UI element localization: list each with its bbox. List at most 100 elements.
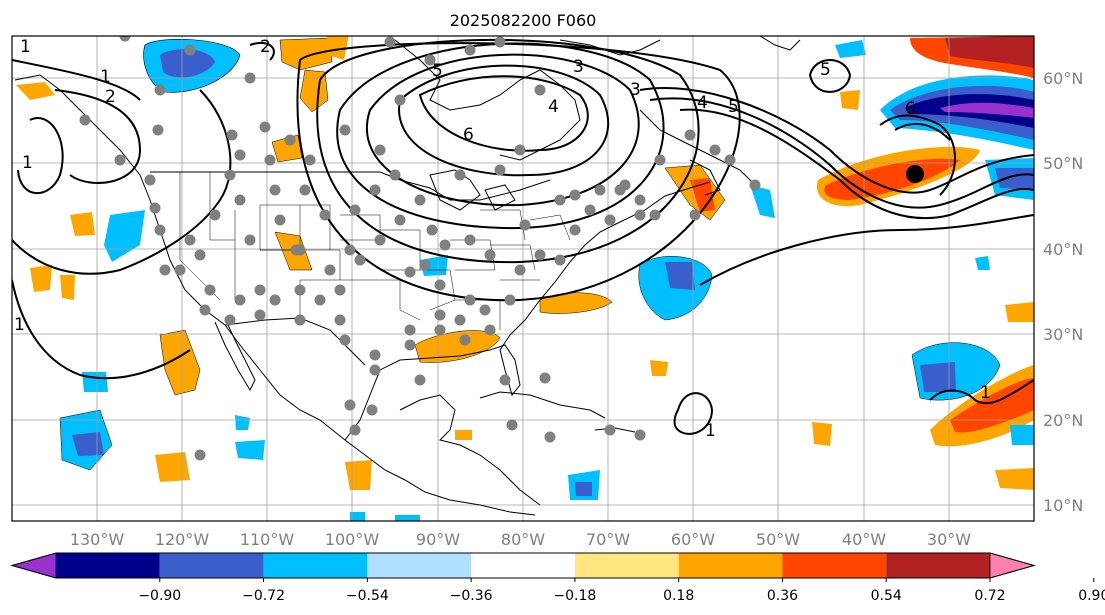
colorbar-tick-label: 0.36 xyxy=(767,588,798,604)
station-dot xyxy=(484,324,496,336)
station-dot xyxy=(404,324,416,336)
station-dot xyxy=(119,36,131,42)
station-dot xyxy=(394,214,406,226)
contour-labels: 1 1 2 1 2 5 6 3 4 3 4 5 5 6 1 1 1 xyxy=(14,37,991,441)
station-dot xyxy=(414,374,426,386)
station-dot xyxy=(424,54,436,66)
map-panel: 1 1 2 1 2 5 6 3 4 3 4 5 5 6 1 1 1 xyxy=(12,36,1034,521)
shaded-anomalies xyxy=(16,36,1034,521)
station-dot xyxy=(654,154,666,166)
contour-label: 3 xyxy=(573,57,584,77)
station-dot xyxy=(344,399,356,411)
station-dot xyxy=(439,239,451,251)
lon-tick-label: 50°W xyxy=(756,530,800,549)
lon-tick-label: 70°W xyxy=(586,530,630,549)
colorbar-segment xyxy=(886,553,990,578)
station-dot xyxy=(514,144,526,156)
station-dot xyxy=(454,314,466,326)
station-dot xyxy=(514,264,526,276)
station-dot xyxy=(374,234,386,246)
station-dot xyxy=(234,194,246,206)
contour-label: 6 xyxy=(905,99,916,119)
station-dot xyxy=(389,169,401,181)
colorbar-tick-label: −0.54 xyxy=(346,588,389,604)
station-dot xyxy=(464,234,476,246)
contour-label: 5 xyxy=(728,97,739,117)
colorbar-tick-label: 0.90 xyxy=(1078,588,1105,604)
contour-label: 2 xyxy=(105,87,116,107)
station-dot xyxy=(144,174,156,186)
contour-label: 6 xyxy=(463,125,474,145)
station-dot xyxy=(384,36,396,48)
station-dot xyxy=(369,349,381,361)
station-dot xyxy=(264,154,276,166)
colorbar-tick-label: 0.54 xyxy=(871,588,902,604)
station-dots xyxy=(79,36,761,461)
station-dot xyxy=(649,209,661,221)
station-dot xyxy=(724,154,736,166)
station-dot xyxy=(434,324,446,336)
station-dot xyxy=(339,124,351,136)
station-dot xyxy=(154,224,166,236)
station-dot xyxy=(404,339,416,351)
station-dot xyxy=(79,114,91,126)
station-dot xyxy=(244,72,256,84)
station-dot xyxy=(749,179,761,191)
station-dot xyxy=(506,419,518,431)
station-dot xyxy=(349,204,361,216)
station-dot xyxy=(634,194,646,206)
colorbar-tick-label: −0.18 xyxy=(553,588,596,604)
station-dot xyxy=(299,184,311,196)
station-dot xyxy=(494,36,506,48)
contour-label: 5 xyxy=(432,61,443,81)
station-dot xyxy=(689,209,701,221)
lon-tick-label: 40°W xyxy=(842,530,886,549)
station-dot xyxy=(634,429,646,441)
station-dot xyxy=(569,189,581,201)
station-dot xyxy=(366,404,378,416)
colorbar-segment xyxy=(367,553,472,578)
lon-tick-label: 130°W xyxy=(70,530,125,549)
longitude-labels: 130°W 120°W 110°W 100°W 90°W 80°W 70°W 6… xyxy=(70,530,971,549)
map-title: 2025082200 F060 xyxy=(450,11,597,30)
station-dot xyxy=(354,254,366,266)
colorbar-segment xyxy=(56,553,160,578)
station-dot xyxy=(434,309,446,321)
station-dot xyxy=(544,431,556,443)
station-dot xyxy=(464,44,476,56)
station-dot xyxy=(519,219,531,231)
station-dot xyxy=(394,94,406,106)
station-dot xyxy=(184,44,196,56)
lon-tick-label: 30°W xyxy=(927,530,971,549)
station-dot xyxy=(174,264,186,276)
station-dot xyxy=(709,144,721,156)
station-dot xyxy=(269,294,281,306)
station-dot xyxy=(224,169,236,181)
station-dot xyxy=(290,244,302,256)
station-dot xyxy=(349,424,361,436)
station-dot xyxy=(319,209,331,221)
lat-tick-label: 30°N xyxy=(1043,325,1083,344)
colorbar-tick-label: 0.72 xyxy=(974,588,1005,604)
lon-tick-label: 120°W xyxy=(155,530,210,549)
lon-tick-label: 100°W xyxy=(325,530,380,549)
station-dot xyxy=(184,234,196,246)
station-dot xyxy=(234,149,246,161)
station-dot xyxy=(479,304,491,316)
contour-label: 1 xyxy=(20,37,31,57)
lat-tick-label: 40°N xyxy=(1043,240,1083,259)
station-dot xyxy=(226,129,238,141)
station-dot xyxy=(534,84,546,96)
station-dot xyxy=(254,284,266,296)
lat-tick-label: 50°N xyxy=(1043,154,1083,173)
station-dot xyxy=(314,294,326,306)
station-dot xyxy=(534,249,546,261)
storm-marker xyxy=(906,165,924,183)
colorbar-segment xyxy=(574,553,679,578)
contour-label: 1 xyxy=(980,383,991,403)
station-dot xyxy=(274,214,286,226)
colorbar: −0.90 −0.72 −0.54 −0.36 −0.18 0.18 0.36 0.54 0.7… xyxy=(10,552,1105,604)
latitude-labels: 60°N 50°N 40°N 30°N 20°N 10°N xyxy=(1043,69,1083,515)
contour-label: 1 xyxy=(22,153,33,173)
